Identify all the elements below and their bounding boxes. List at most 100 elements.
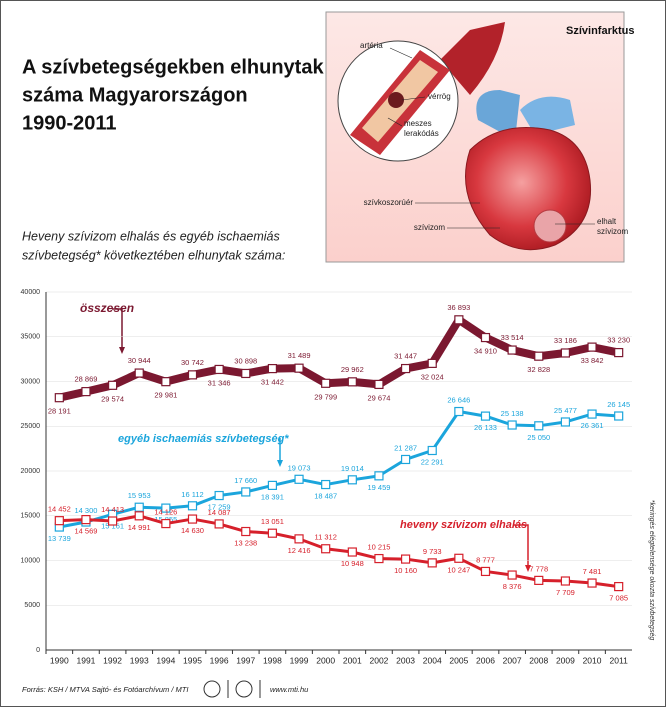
point-marker [454, 406, 464, 417]
illustration [325, 11, 625, 263]
value-label: 30 898 [234, 356, 257, 365]
artery [440, 22, 505, 95]
point-marker [534, 351, 544, 361]
footnote: *keringés elégtelensége okozta szívbeteg… [648, 500, 655, 641]
point-marker [507, 345, 517, 355]
value-label: 10 948 [341, 559, 364, 568]
y-tick-label: 30000 [21, 378, 41, 385]
x-tick-label: 2003 [396, 655, 415, 665]
point-marker [161, 377, 171, 387]
value-label: 29 962 [341, 365, 364, 374]
point-marker [614, 581, 624, 592]
x-tick-label: 1996 [210, 655, 229, 665]
value-label: 25 050 [527, 433, 550, 442]
series-line [59, 410, 619, 529]
source: Forrás: KSH / MTVA Sajtó- és Fotóarchívu… [22, 685, 188, 694]
value-label: 13 051 [261, 517, 284, 526]
point-marker [321, 479, 331, 490]
point-marker [534, 421, 544, 431]
y-tick-label: 35000 [21, 334, 41, 341]
point-marker [427, 445, 437, 456]
point-marker [187, 501, 198, 511]
point-marker [400, 454, 411, 465]
point-marker [134, 502, 144, 512]
point-marker [614, 347, 624, 358]
value-label: 14 569 [74, 527, 97, 536]
value-label: 8 777 [476, 555, 495, 564]
illustration-label: artéria [360, 41, 383, 50]
point-marker [294, 474, 304, 484]
value-label: 36 893 [447, 303, 470, 312]
point-marker [454, 315, 464, 325]
value-label: 18 487 [314, 492, 337, 501]
subtitle: Heveny szívizom elhalás és egyéb ischaem… [22, 229, 285, 262]
value-label: 7 085 [609, 594, 628, 603]
value-label: 25 477 [554, 406, 577, 415]
value-label: 33 842 [581, 356, 604, 365]
x-tick-label: 2002 [369, 655, 388, 665]
value-label: 29 981 [154, 391, 177, 400]
x-tick-label: 1998 [263, 655, 282, 665]
value-label: 26 361 [581, 421, 604, 430]
point-marker [347, 547, 357, 557]
value-label: 15 161 [101, 521, 124, 530]
infarct [533, 209, 567, 243]
x-tick-label: 1993 [130, 655, 149, 665]
point-marker [374, 471, 384, 481]
title: A szívbetegségekben elhunytak száma Magy… [22, 56, 324, 134]
value-label: 34 910 [474, 347, 497, 356]
x-tick-label: 1994 [156, 655, 175, 665]
y-tick-label: 5000 [24, 602, 40, 609]
arrow-head [277, 460, 283, 467]
illustration-label: lerakódás [404, 129, 439, 138]
value-label: 26 646 [447, 396, 470, 405]
point-marker [241, 368, 251, 379]
point-marker [400, 554, 411, 564]
illustration-label: szívizom [414, 223, 445, 232]
series-label: egyéb ischaemiás szívbetegség* [118, 433, 289, 445]
x-tick-label: 2008 [529, 655, 548, 665]
arrows [112, 308, 531, 572]
value-label: 26 133 [474, 423, 497, 432]
x-tick-label: 1995 [183, 655, 202, 665]
point-marker [187, 370, 198, 380]
value-label: 33 514 [501, 333, 524, 342]
value-label: 22 291 [421, 457, 444, 466]
title-line: 1990-2011 [22, 112, 117, 134]
x-tick-label: 2010 [583, 655, 602, 665]
point-marker [241, 526, 251, 537]
value-label: 17 259 [208, 503, 231, 512]
point-marker [241, 487, 251, 497]
value-label: 14 452 [48, 505, 71, 514]
illustration-label: elhalt [597, 217, 617, 226]
value-label: 7 709 [556, 588, 575, 597]
value-label: 11 312 [314, 533, 336, 542]
value-label: 31 346 [208, 378, 231, 387]
value-label: 31 447 [394, 352, 417, 361]
value-label: 14 630 [181, 526, 204, 535]
value-label: 29 799 [314, 392, 337, 401]
point-marker [347, 377, 357, 387]
point-marker [294, 534, 304, 544]
subtitle-line: Heveny szívizom elhalás és egyéb ischaem… [22, 229, 280, 243]
value-label: 19 014 [341, 464, 364, 473]
point-marker [374, 553, 384, 564]
label-lines [387, 47, 595, 229]
value-label: 14 126 [154, 508, 177, 517]
value-label: 17 660 [234, 476, 257, 485]
value-label: 10 160 [394, 566, 417, 575]
value-label: 14 413 [101, 505, 124, 514]
value-label: 13 238 [234, 539, 257, 548]
series-label: összesen [80, 301, 134, 315]
point-marker [560, 348, 571, 358]
point-marker [560, 576, 571, 586]
illustration-title: Szívinfarktus [566, 25, 634, 37]
point-marker [321, 378, 331, 388]
x-tick-label: 1992 [103, 655, 122, 665]
point-marker [480, 411, 491, 421]
logos [203, 680, 261, 698]
value-label: 7 778 [529, 564, 548, 573]
point-marker [214, 490, 224, 501]
arrow-head [119, 347, 125, 354]
chart: 0 5000 10000 15000 20000 25000 30000 35000 40000… [21, 289, 632, 665]
